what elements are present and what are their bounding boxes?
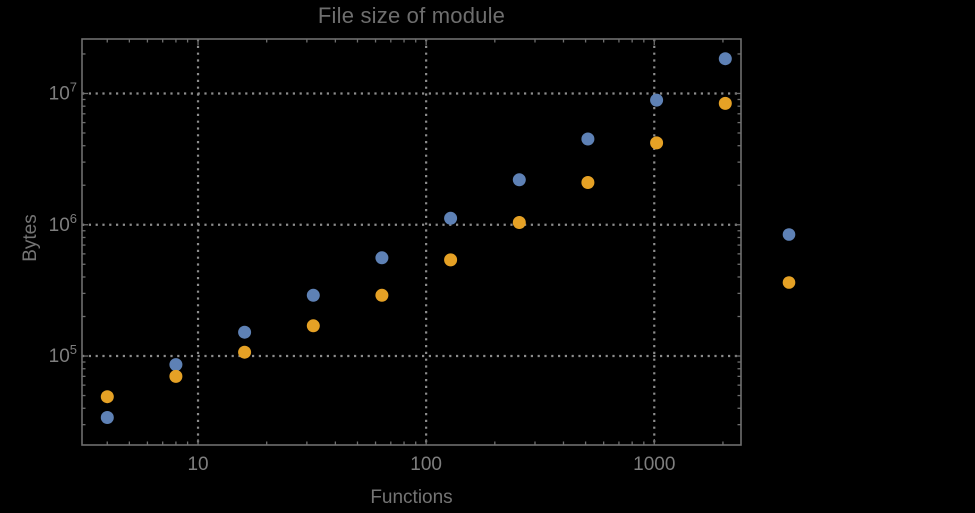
data-point-series-1-blue bbox=[100, 411, 114, 424]
data-point-series-2-orange bbox=[718, 96, 732, 110]
data-point-series-2-orange bbox=[306, 319, 320, 333]
x-tick-label: 1000 bbox=[633, 454, 675, 475]
legend-marker-series-1-blue bbox=[782, 228, 796, 241]
x-axis-label: Functions bbox=[370, 487, 453, 508]
data-point-series-1-blue bbox=[375, 251, 389, 265]
data-point-series-1-blue bbox=[169, 358, 183, 372]
data-point-series-2-orange bbox=[100, 390, 114, 404]
x-tick-label: 100 bbox=[410, 454, 442, 475]
data-point-series-1-blue bbox=[444, 211, 458, 225]
data-point-series-2-orange bbox=[581, 176, 595, 189]
y-axis-label: Bytes bbox=[20, 214, 41, 262]
data-point-series-1-blue bbox=[238, 325, 252, 339]
plot-frame bbox=[81, 38, 742, 446]
legend-marker-series-2-orange bbox=[782, 276, 796, 289]
y-tick-label: 107 bbox=[49, 79, 77, 104]
data-point-series-1-blue bbox=[581, 132, 595, 146]
data-point-series-1-blue bbox=[718, 52, 732, 66]
data-point-series-2-orange bbox=[444, 253, 458, 267]
data-point-series-2-orange bbox=[512, 216, 526, 229]
data-point-series-2-orange bbox=[169, 369, 183, 383]
y-tick-label: 105 bbox=[49, 342, 77, 367]
data-point-series-1-blue bbox=[306, 288, 320, 302]
y-tick-label: 106 bbox=[49, 211, 77, 236]
data-point-series-2-orange bbox=[375, 288, 389, 302]
data-point-series-2-orange bbox=[650, 136, 664, 150]
data-point-series-2-orange bbox=[238, 345, 252, 359]
x-tick-label: 10 bbox=[187, 454, 208, 475]
chart-title: File size of module bbox=[317, 3, 506, 28]
data-point-series-1-blue bbox=[512, 173, 526, 187]
data-point-series-1-blue bbox=[650, 93, 664, 107]
